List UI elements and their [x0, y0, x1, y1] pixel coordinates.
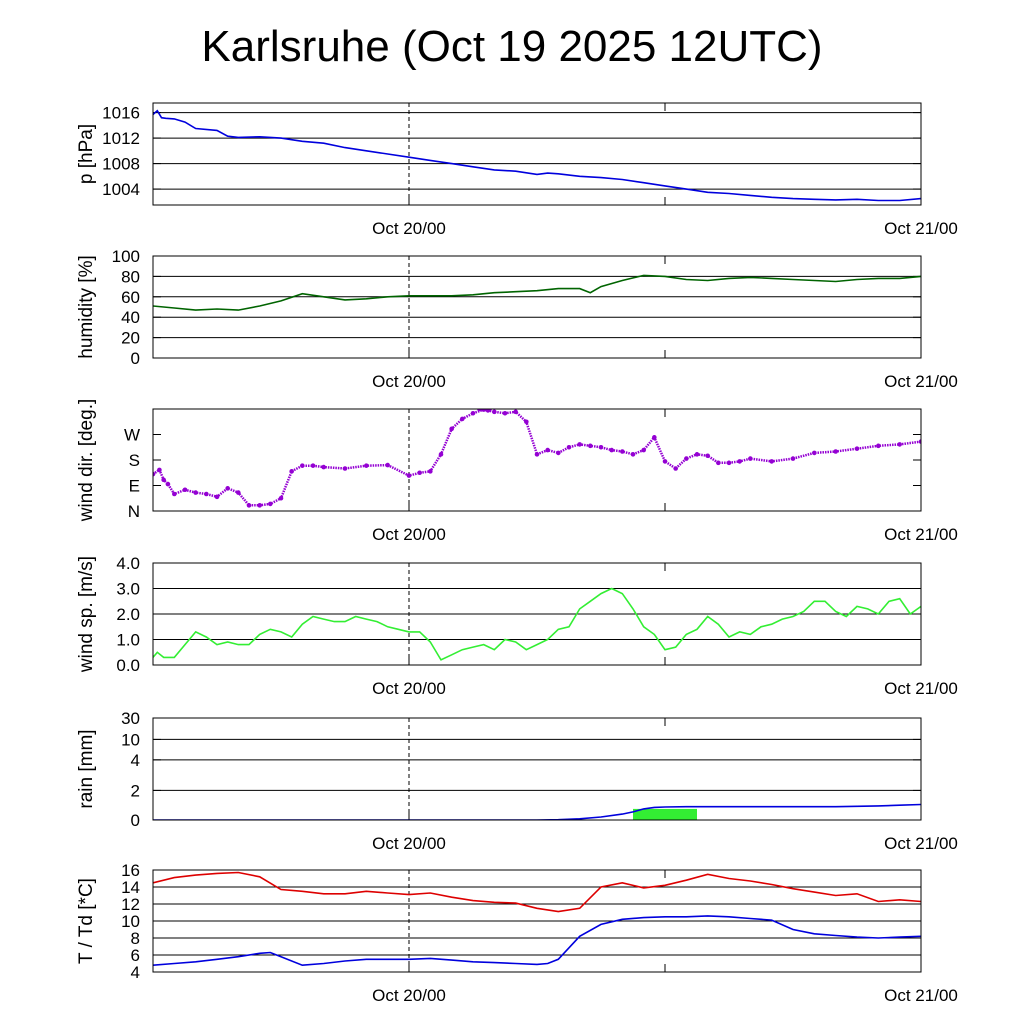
y-tick-label: N [128, 502, 140, 521]
pressure-line [153, 109, 921, 202]
wind-dir-point [494, 404, 499, 409]
y-tick-label: 1.0 [116, 631, 140, 650]
wind-dir-point [469, 403, 474, 408]
y-tick-label: 40 [121, 308, 140, 327]
plot-frame [152, 869, 922, 973]
y-tick-label: 30 [121, 709, 140, 728]
y-tick-label: 2.0 [116, 605, 140, 624]
x-tick-label: Oct 20/00 [372, 525, 446, 544]
y-axis-label: T / Td [*C] [76, 878, 97, 964]
y-axis-label: rain [mm] [76, 729, 97, 808]
y-tick-label: 16 [121, 861, 140, 880]
plot-frame [152, 255, 922, 359]
y-tick-label: 80 [121, 267, 140, 286]
temperature-line [153, 871, 921, 913]
wind-dir-trace [476, 409, 494, 412]
x-tick-label: Oct 21/00 [884, 219, 958, 238]
chart-title: Karlsruhe (Oct 19 2025 12UTC) [201, 22, 823, 71]
plot-frame [152, 102, 922, 206]
y-tick-label: 4 [131, 751, 140, 770]
plot-frame [152, 562, 922, 666]
y-tick-label: W [124, 426, 140, 445]
y-tick-label: 0 [131, 811, 140, 830]
y-tick-label: 14 [121, 878, 140, 897]
y-tick-label: 20 [121, 329, 140, 348]
y-tick-label: 4.0 [116, 554, 140, 573]
y-tick-label: 0 [131, 349, 140, 368]
y-tick-label: 0.0 [116, 656, 140, 675]
wind-speed-line [153, 587, 921, 661]
y-tick-label: 8 [131, 929, 140, 948]
wind_sp-panel: 0.0 1.0 2.0 3.0 4.0 Oct 20/00 Oct 21/00 wind sp… [76, 554, 958, 698]
rain-bar [633, 808, 697, 820]
pressure-panel: 1004 1008 1012 1016 Oct 20/00 Oct 21/00 p [hPa… [76, 102, 958, 238]
y-tick-label: 1012 [102, 129, 140, 148]
y-tick-label: 10 [121, 912, 140, 931]
y-tick-label: 6 [131, 946, 140, 965]
y-tick-label: 1008 [102, 155, 140, 174]
cumulative-rain-line [153, 803, 921, 820]
rain-panel: 0 2 4 10 30 Oct 20/00 Oct 21/00 rain [mm] [76, 709, 958, 853]
y-tick-label: 60 [121, 288, 140, 307]
x-tick-label: Oct 21/00 [884, 679, 958, 698]
x-tick-label: Oct 21/00 [884, 834, 958, 853]
y-tick-label: S [129, 451, 140, 470]
y-tick-label: E [129, 477, 140, 496]
y-axis-label: wind sp. [m/s] [76, 556, 97, 673]
x-tick-label: Oct 21/00 [884, 372, 958, 391]
y-tick-label: 12 [121, 895, 140, 914]
x-tick-label: Oct 20/00 [372, 834, 446, 853]
plot-frame [152, 717, 922, 821]
y-tick-label: 3.0 [116, 580, 140, 599]
y-tick-label: 2 [131, 781, 140, 800]
y-tick-label: 4 [131, 963, 140, 982]
y-tick-label: 10 [121, 730, 140, 749]
dewpoint-line [153, 915, 921, 967]
plot-frame [152, 408, 922, 512]
x-tick-label: Oct 21/00 [884, 986, 958, 1005]
y-axis-label: humidity [%] [76, 255, 97, 358]
wind-dir-trace [153, 409, 921, 507]
y-axis-label: p [hPa] [76, 124, 97, 184]
x-tick-label: Oct 21/00 [884, 525, 958, 544]
y-tick-label: 100 [112, 247, 140, 266]
y-tick-label: 1016 [102, 104, 140, 123]
x-tick-label: Oct 20/00 [372, 679, 446, 698]
y-tick-label: 1004 [102, 180, 140, 199]
x-tick-label: Oct 20/00 [372, 372, 446, 391]
humidity-line [153, 274, 921, 311]
x-tick-label: Oct 20/00 [372, 986, 446, 1005]
x-tick-label: Oct 20/00 [372, 219, 446, 238]
y-axis-label: wind dir. [deg.] [76, 399, 97, 523]
